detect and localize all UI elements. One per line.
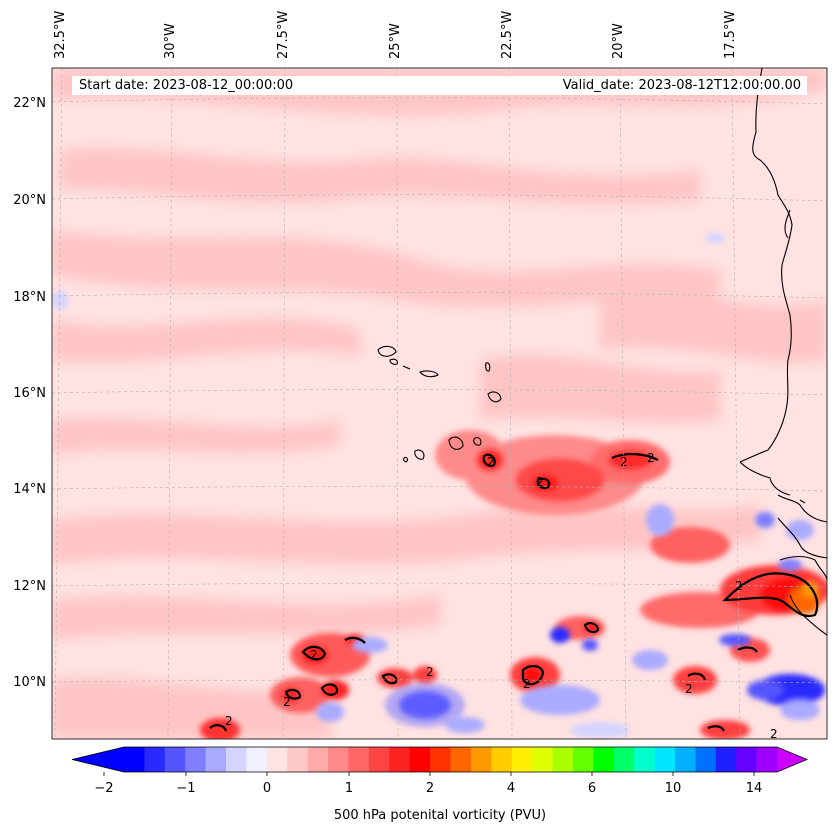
lat-label: 18°N	[13, 290, 46, 305]
cape-verde-islands	[377, 345, 502, 463]
colorbar-tick-label: −2	[94, 781, 114, 796]
colorbar	[71, 746, 809, 776]
colorbar-tick-label: 0	[262, 781, 272, 796]
colorbar-tick-label: 2	[425, 781, 435, 796]
contour-label: 2	[685, 682, 693, 696]
colorbar-under-arrow	[72, 747, 124, 772]
contour-label: 2	[735, 579, 743, 593]
colorbar-segment	[144, 747, 166, 772]
colorbar-segment	[266, 747, 288, 772]
contour-label: 2	[310, 648, 318, 662]
african-coastline	[739, 68, 827, 636]
contour-label: 2	[225, 714, 233, 728]
valid-date: Valid_date: 2023-08-12T12:00:00.00	[562, 78, 801, 93]
contour-label: 2	[283, 695, 291, 709]
map-panel: 2 2 2 2 2 2 2 2 2 2 2 2	[52, 68, 827, 741]
lat-label: 16°N	[13, 386, 46, 401]
start-date: Start date: 2023-08-12_00:00:00	[79, 78, 294, 93]
colorbar-segment	[205, 747, 227, 772]
pv-shading-light	[52, 68, 827, 739]
contour-label: 2	[770, 727, 778, 741]
lon-label: 22.5°W	[500, 10, 515, 59]
colorbar-segment	[572, 747, 594, 772]
colorbar-segment	[613, 747, 635, 772]
colorbar-over-arrow	[777, 747, 807, 772]
colorbar-segment	[348, 747, 370, 772]
contour-label: 2	[647, 451, 655, 465]
colorbar-segment	[450, 747, 472, 772]
colorbar-outline	[71, 746, 809, 773]
colorbar-tick-label: 1	[344, 781, 354, 796]
colorbar-segment	[368, 747, 390, 772]
colorbar-segment	[328, 747, 350, 772]
pv-2-contours	[209, 453, 819, 732]
lon-label: 17.5°W	[723, 10, 738, 59]
colorbar-segment	[124, 747, 146, 772]
colorbar-segment	[634, 747, 656, 772]
colorbar-segment	[430, 747, 452, 772]
colorbar-segment	[185, 747, 207, 772]
colorbar-segment	[164, 747, 186, 772]
colorbar-segment	[389, 747, 411, 772]
colorbar-segment	[593, 747, 615, 772]
colorbar-segment	[654, 747, 676, 772]
lon-label: 27.5°W	[276, 10, 291, 59]
lat-label: 20°N	[13, 193, 46, 208]
pv-contour-labels: 2 2 2 2 2 2 2 2 2 2 2 2	[225, 451, 778, 741]
lat-label: 12°N	[13, 579, 46, 594]
colorbar-tick-label: 4	[506, 781, 516, 796]
lon-label: 32.5°W	[53, 10, 68, 59]
map-frame	[51, 67, 828, 740]
colorbar-tick-label: 14	[745, 781, 763, 796]
lat-label: 14°N	[13, 482, 46, 497]
contour-label: 2	[426, 665, 434, 679]
lat-label: 10°N	[13, 675, 46, 690]
colorbar-segment	[756, 747, 778, 772]
colorbar-segment	[287, 747, 309, 772]
colorbar-tick-label: −1	[176, 781, 196, 796]
colorbar-segment	[470, 747, 492, 772]
lon-label: 30°W	[163, 23, 178, 59]
contour-label: 2	[536, 475, 544, 489]
colorbar-segment	[491, 747, 513, 772]
colorbar-tick-label: 6	[587, 781, 597, 796]
colorbar-segment	[552, 747, 574, 772]
lon-label: 25°W	[388, 23, 403, 59]
contour-label: 2	[523, 677, 531, 691]
date-banner	[72, 76, 807, 95]
colorbar-segment	[307, 747, 329, 772]
colorbar-segment	[226, 747, 248, 772]
lon-label: 20°W	[611, 23, 626, 59]
colorbar-segment	[511, 747, 533, 772]
colorbar-segment	[409, 747, 431, 772]
colorbar-segment	[674, 747, 696, 772]
colorbar-tick-label: 10	[664, 781, 682, 796]
colorbar-segment	[246, 747, 268, 772]
colorbar-segment	[695, 747, 717, 772]
colorbar-label: 500 hPa potenital vorticity (PVU)	[333, 808, 547, 823]
contour-label: 2	[620, 455, 628, 469]
colorbar-segment	[532, 747, 554, 772]
contour-label: 2	[487, 455, 495, 469]
graticule	[52, 68, 827, 739]
colorbar-segment	[736, 747, 758, 772]
colorbar-segment	[715, 747, 737, 772]
lat-label: 22°N	[13, 96, 46, 111]
